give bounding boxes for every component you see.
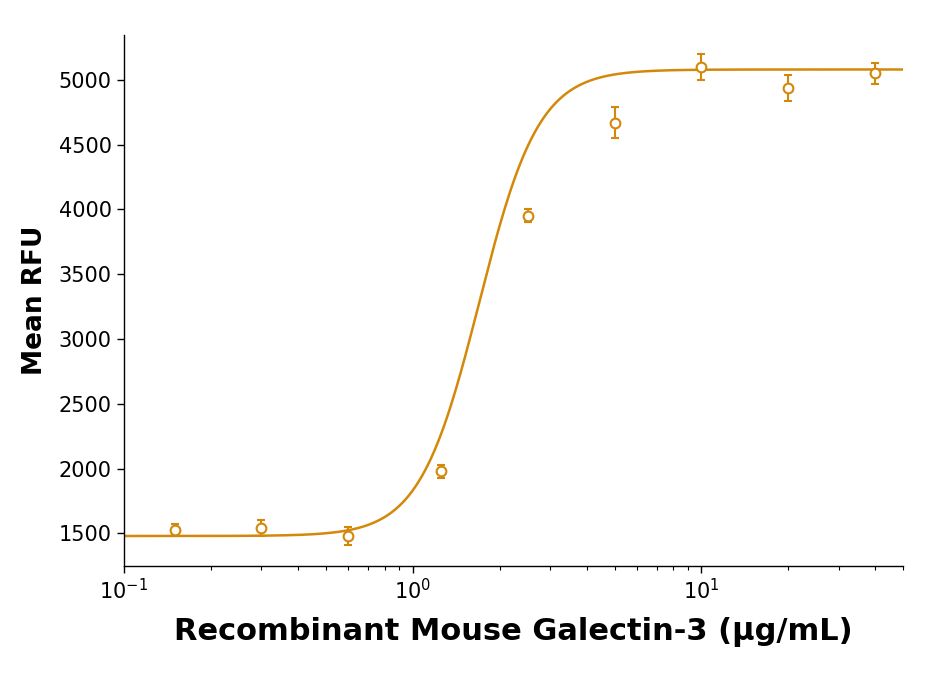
X-axis label: Recombinant Mouse Galectin-3 (μg/mL): Recombinant Mouse Galectin-3 (μg/mL) (174, 617, 853, 647)
Y-axis label: Mean RFU: Mean RFU (22, 226, 48, 375)
